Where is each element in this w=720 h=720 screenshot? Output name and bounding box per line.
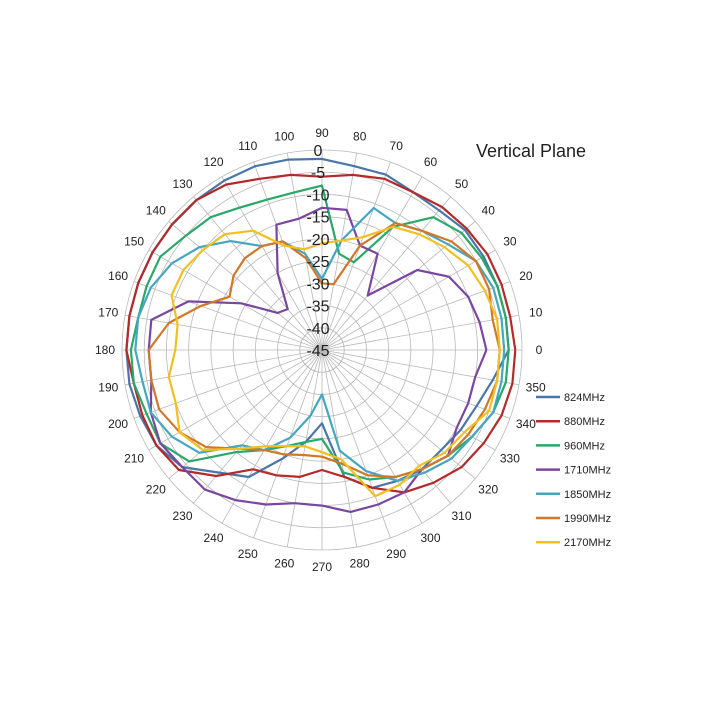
legend-label: 880MHz — [564, 416, 605, 428]
angle-tick-label: 30 — [503, 235, 517, 249]
radial-tick-label: -45 — [306, 343, 329, 360]
angle-tick-label: 240 — [203, 531, 223, 545]
legend-item: 824MHz — [536, 392, 605, 404]
angle-tick-label: 70 — [390, 139, 404, 153]
grid-spoke — [321, 281, 511, 351]
legend-item: 960MHz — [536, 440, 605, 452]
angle-tick-label: 230 — [172, 509, 192, 523]
angle-tick-label: 20 — [519, 269, 533, 283]
angle-tick-labels: 0 10 20 30 40 50 60 70 80 90 100 110 120 130 140 150 160… — [95, 126, 546, 574]
grid-spoke — [148, 249, 323, 351]
grid-spoke — [286, 152, 323, 351]
grid-spoke — [321, 249, 496, 351]
radial-tick-label: 0 — [314, 143, 323, 160]
legend-label: 1850MHz — [564, 489, 611, 501]
grid-spoke — [321, 349, 496, 451]
radial-tick-label: -10 — [306, 187, 329, 204]
legend-label: 960MHz — [564, 440, 605, 452]
angle-tick-label: 90 — [315, 126, 329, 140]
grid-spoke — [133, 349, 323, 419]
radial-tick-label: -35 — [306, 299, 329, 316]
grid-spoke — [133, 281, 323, 351]
legend-item: 880MHz — [536, 416, 605, 428]
angle-tick-label: 320 — [478, 483, 498, 497]
angle-tick-label: 260 — [274, 557, 294, 571]
series-layer — [125, 157, 517, 513]
grid-spoke — [321, 349, 520, 386]
angle-tick-label: 50 — [455, 177, 469, 191]
legend-label: 824MHz — [564, 392, 605, 404]
grid-spoke — [148, 349, 323, 451]
grid-spoke — [221, 349, 323, 524]
angle-tick-label: 280 — [350, 557, 370, 571]
angle-tick-label: 290 — [386, 547, 406, 561]
angle-tick-label: 220 — [146, 483, 166, 497]
grid-spoke — [124, 314, 323, 351]
angle-tick-label: 250 — [238, 547, 258, 561]
grid-spoke — [321, 349, 476, 479]
angle-tick-label: 340 — [516, 417, 536, 431]
radial-tick-label: -40 — [306, 321, 329, 338]
angle-tick-label: 140 — [146, 204, 166, 218]
angle-tick-label: 100 — [274, 129, 294, 143]
grid-spoke — [321, 314, 520, 351]
angle-tick-label: 330 — [500, 452, 520, 466]
radial-tick-label: -20 — [306, 232, 329, 249]
grid-spoke — [321, 196, 451, 351]
grid-spoke — [193, 196, 323, 351]
angle-tick-label: 0 — [536, 343, 543, 357]
angle-tick-label: 350 — [526, 381, 546, 395]
grid-spoke — [286, 349, 323, 548]
grid-spoke — [321, 349, 391, 539]
grid-spoke — [168, 221, 323, 351]
legend-label: 2170MHz — [564, 537, 611, 549]
angle-tick-label: 150 — [124, 235, 144, 249]
grid-spoke — [321, 161, 391, 351]
grid-spoke — [124, 349, 323, 386]
angle-tick-label: 300 — [420, 531, 440, 545]
angle-tick-label: 190 — [98, 381, 118, 395]
grid-spoke — [321, 349, 423, 524]
grid-spoke — [321, 349, 511, 419]
grid-spoke — [321, 176, 423, 351]
grid-spoke — [193, 349, 323, 504]
legend-item: 2170MHz — [536, 537, 611, 549]
polar-grid — [121, 149, 523, 551]
angle-tick-label: 120 — [203, 155, 223, 169]
legend-item: 1850MHz — [536, 489, 611, 501]
angle-tick-label: 10 — [529, 305, 543, 319]
radial-tick-label: -5 — [311, 165, 325, 182]
chart-title: Vertical Plane — [476, 141, 586, 161]
grid-spoke — [321, 221, 476, 351]
grid-spoke — [253, 161, 323, 351]
legend-item: 1990MHz — [536, 513, 611, 525]
grid-spoke — [321, 349, 451, 504]
series-line-1990MHz — [147, 221, 501, 479]
angle-tick-label: 270 — [312, 560, 332, 574]
angle-tick-label: 80 — [353, 129, 367, 143]
angle-tick-label: 310 — [451, 509, 471, 523]
grid-spoke — [253, 349, 323, 539]
angle-tick-label: 130 — [172, 177, 192, 191]
legend-label: 1990MHz — [564, 513, 611, 525]
angle-tick-label: 40 — [482, 204, 496, 218]
legend-label: 1710MHz — [564, 465, 611, 477]
radial-tick-label: -15 — [306, 210, 329, 227]
radial-tick-label: -25 — [306, 254, 329, 271]
angle-tick-label: 200 — [108, 417, 128, 431]
grid-spoke — [168, 349, 323, 479]
radial-tick-label: -30 — [306, 276, 329, 293]
legend-item: 1710MHz — [536, 465, 611, 477]
angle-tick-label: 160 — [108, 269, 128, 283]
legend: 824MHz 880MHz 960MHz 1710MHz 1850MHz 1990MHz 2… — [536, 392, 611, 549]
angle-tick-label: 210 — [124, 452, 144, 466]
series-line-2170MHz — [167, 225, 501, 498]
grid-spoke — [221, 176, 323, 351]
angle-tick-label: 180 — [95, 343, 115, 357]
angle-tick-label: 60 — [424, 155, 438, 169]
angle-tick-label: 110 — [238, 139, 257, 153]
radial-tick-labels: 0 -5 -10 -15 -20 -25 -30 -35 -40 -45 — [306, 143, 329, 360]
angle-tick-label: 170 — [98, 305, 118, 319]
